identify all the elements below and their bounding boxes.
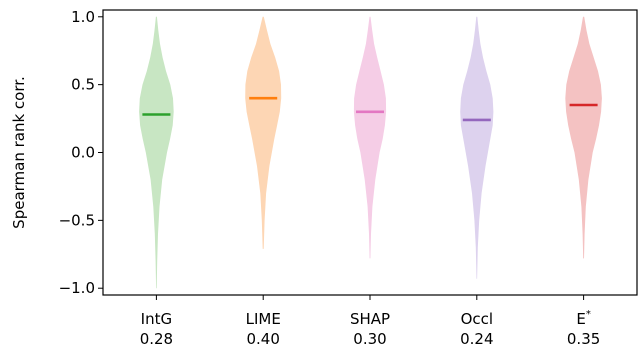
y-tick-label: 0.5: [71, 76, 95, 94]
y-tick-label: −0.5: [59, 211, 95, 229]
x-tick-label-occl: Occl: [461, 310, 493, 328]
x-value-label-shap: 0.30: [353, 330, 386, 348]
x-tick-label-shap: SHAP: [350, 310, 390, 328]
x-axis: IntG 0.28 LIME 0.40 SHAP 0.30 Occl 0.24 E* 0.35: [140, 295, 600, 348]
x-value-label-e: 0.35: [567, 330, 600, 348]
x-value-label-lime: 0.40: [246, 330, 279, 348]
y-axis: −1.0 −0.5 0.0 0.5 1.0: [59, 8, 103, 297]
x-tick-label-e: E*: [576, 309, 590, 328]
y-tick-label: −1.0: [59, 279, 95, 297]
x-tick-label-lime: LIME: [246, 310, 281, 328]
medians-group: [142, 96, 598, 122]
y-tick-label: 0.0: [71, 144, 95, 162]
y-axis-label: Spearman rank corr.: [10, 76, 28, 229]
violins-group: [139, 16, 602, 289]
y-tick-label: 1.0: [71, 8, 95, 26]
x-value-label-occl: 0.24: [460, 330, 493, 348]
violin-e: [565, 16, 602, 259]
violin-shap: [353, 16, 387, 259]
violin-intg: [139, 16, 174, 289]
x-value-label-intg: 0.28: [140, 330, 173, 348]
x-tick-label-intg: IntG: [141, 310, 172, 328]
violin-occl: [460, 16, 494, 279]
violin-lime: [245, 16, 282, 249]
